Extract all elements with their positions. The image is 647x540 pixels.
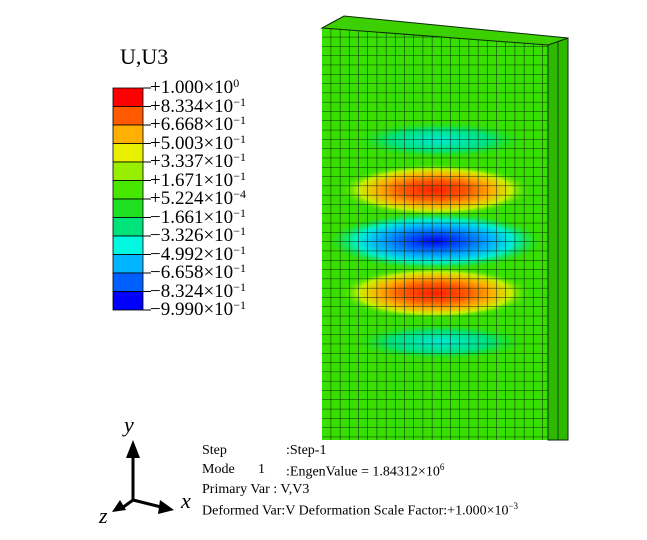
legend-label: −8.324×10−1: [150, 279, 246, 302]
legend-label: +1.000×100: [150, 76, 240, 98]
info-step: Step:Step-1: [202, 443, 327, 458]
legend-label: +3.337×10−1: [150, 150, 246, 172]
legend-label: −1.661×10−1: [150, 205, 246, 228]
info-mode: Mode 1:EngenValue = 1.84312×106: [202, 462, 445, 480]
legend-label: −4.992×10−1: [150, 242, 246, 265]
front-face: [322, 28, 548, 440]
top-face: [320, 15, 569, 46]
info-deformed-var: Deformed Var:V Deformation Scale Factor:…: [202, 501, 519, 519]
legend-label: −9.990×10−1: [150, 298, 246, 320]
legend-swatch: [112, 291, 144, 311]
legend-label: +5.224×10−4: [150, 187, 246, 209]
triad-x-label: x: [181, 488, 191, 513]
legend-label: +8.334×10−1: [150, 94, 246, 117]
legend-label: +6.668×10−1: [150, 113, 246, 135]
legend-label: −3.326×10−1: [150, 224, 246, 246]
triad-z-label: z: [99, 503, 108, 528]
legend-label: −6.658×10−1: [150, 261, 246, 283]
legend-label: +5.003×10−1: [150, 131, 246, 154]
legend-title: U,U3: [120, 44, 169, 69]
triad: [112, 440, 174, 514]
legend-label: +1.671×10−1: [150, 168, 246, 191]
triad-y-label: y: [124, 412, 134, 437]
legend-color-bar: [112, 87, 151, 311]
info-primary-var: Primary Var : V,V3: [202, 482, 310, 497]
